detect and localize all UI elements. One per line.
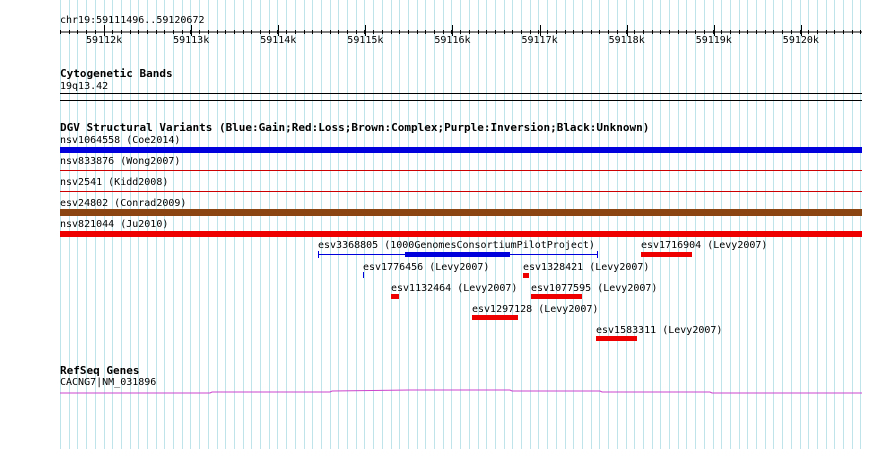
dgv-track-title: DGV Structural Variants (Blue:Gain;Red:L… xyxy=(60,121,650,134)
variant-bar-esv24802[interactable] xyxy=(60,209,862,216)
variant-label-esv1132464[interactable]: esv1132464 (Levy2007) xyxy=(391,283,518,294)
cytoband-bar-top[interactable] xyxy=(60,93,862,94)
refseq-track-title: RefSeq Genes xyxy=(60,364,140,377)
ruler-location: chr19:59111496..59120672 xyxy=(60,15,205,26)
variant-bar-esv1328421[interactable] xyxy=(523,273,529,278)
variant-label-nsv1064558[interactable]: nsv1064558 (Coe2014) xyxy=(60,135,181,146)
ruler-tick-label: 59118k xyxy=(608,35,645,46)
cytoband-bar-bottom[interactable] xyxy=(60,100,862,101)
variant-tick-esv1776456[interactable] xyxy=(363,272,364,278)
variant-bar-esv1132464[interactable] xyxy=(391,294,399,299)
variant-bar-esv1716904[interactable] xyxy=(641,252,692,257)
gene-label-cacng7[interactable]: CACNG7|NM_031896 xyxy=(60,377,157,388)
variant-whisker-end xyxy=(597,251,598,258)
gene-line xyxy=(60,389,862,394)
ruler-tick-label: 59115k xyxy=(347,35,384,46)
ruler-tick-label: 59112k xyxy=(86,35,123,46)
variant-label-nsv821044[interactable]: nsv821044 (Ju2010) xyxy=(60,219,169,230)
variant-bar-esv3368805[interactable] xyxy=(405,252,510,257)
variant-bar-esv1583311[interactable] xyxy=(596,336,637,341)
variant-label-esv1297128[interactable]: esv1297128 (Levy2007) xyxy=(472,304,599,315)
variant-whisker-start xyxy=(318,251,319,258)
variant-label-esv1716904[interactable]: esv1716904 (Levy2007) xyxy=(641,240,768,251)
variant-label-esv1328421[interactable]: esv1328421 (Levy2007) xyxy=(523,262,650,273)
variant-line-nsv833876[interactable] xyxy=(60,170,862,171)
variant-line-nsv2541[interactable] xyxy=(60,191,862,192)
variant-label-esv1077595[interactable]: esv1077595 (Levy2007) xyxy=(531,283,658,294)
variant-label-nsv833876[interactable]: nsv833876 (Wong2007) xyxy=(60,156,181,167)
variant-label-esv3368805[interactable]: esv3368805 (1000GenomesConsortiumPilotPr… xyxy=(318,240,595,251)
variant-label-esv24802[interactable]: esv24802 (Conrad2009) xyxy=(60,198,187,209)
variant-label-esv1583311[interactable]: esv1583311 (Levy2007) xyxy=(596,325,723,336)
ruler-tick-label: 59113k xyxy=(173,35,210,46)
ruler-tick-label: 59120k xyxy=(782,35,819,46)
ruler-tick-label: 59117k xyxy=(521,35,558,46)
variant-bar-esv1297128[interactable] xyxy=(472,315,518,320)
ruler-axis[interactable] xyxy=(0,24,890,36)
cytoband-track-title: Cytogenetic Bands xyxy=(60,67,173,80)
variant-label-nsv2541[interactable]: nsv2541 (Kidd2008) xyxy=(60,177,169,188)
ruler-tick-label: 59114k xyxy=(260,35,297,46)
variant-bar-nsv1064558[interactable] xyxy=(60,147,862,153)
variant-bar-esv1077595[interactable] xyxy=(531,294,582,299)
variant-label-esv1776456[interactable]: esv1776456 (Levy2007) xyxy=(363,262,490,273)
ruler-tick-label: 59119k xyxy=(695,35,732,46)
ruler-tick-label: 59116k xyxy=(434,35,471,46)
variant-bar-nsv821044[interactable] xyxy=(60,231,862,237)
cytoband-label: 19q13.42 xyxy=(60,81,109,92)
gene-model-cacng7[interactable] xyxy=(0,384,890,398)
